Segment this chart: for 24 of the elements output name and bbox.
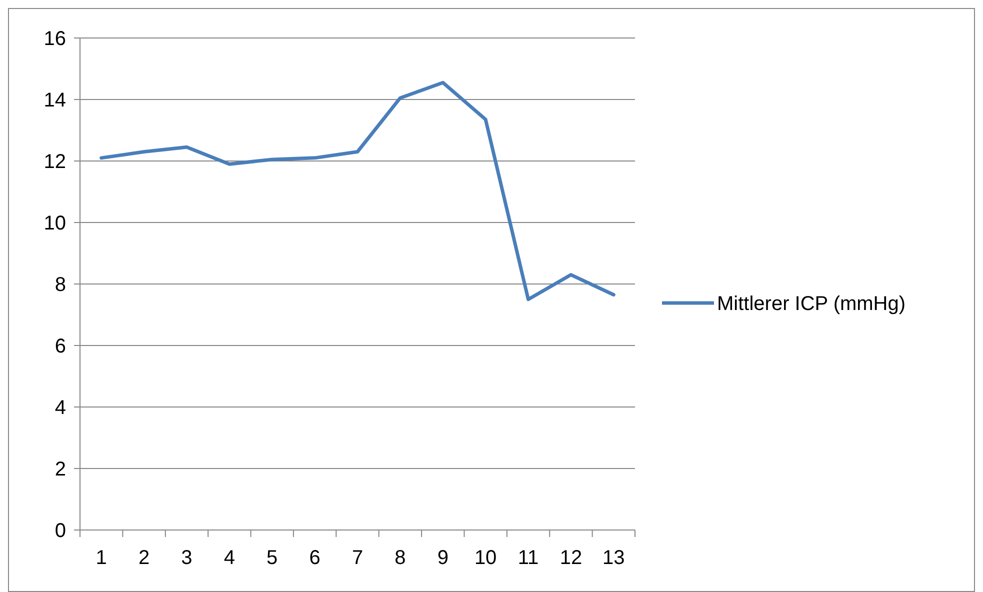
x-tick-label: 4 bbox=[224, 547, 235, 569]
x-tick-label: 1 bbox=[96, 547, 107, 569]
x-tick-label: 5 bbox=[266, 547, 278, 569]
y-tick-label: 16 bbox=[44, 28, 66, 50]
x-tick-label: 3 bbox=[181, 547, 192, 569]
x-tick-label: 8 bbox=[394, 547, 406, 569]
y-tick-label: 0 bbox=[54, 520, 66, 542]
y-tick-label: 12 bbox=[44, 151, 66, 173]
x-tick-label: 2 bbox=[138, 547, 150, 569]
x-tick-label: 13 bbox=[602, 547, 625, 569]
x-tick-label: 9 bbox=[437, 547, 448, 569]
y-tick-label: 14 bbox=[44, 90, 66, 112]
y-tick-label: 4 bbox=[54, 397, 66, 419]
line-series bbox=[100, 80, 616, 302]
y-tick-label: 2 bbox=[54, 458, 66, 480]
x-tick-label: 6 bbox=[309, 547, 320, 569]
x-tick-label: 12 bbox=[560, 547, 582, 569]
x-tick-label: 11 bbox=[518, 547, 539, 569]
y-tick-label: 8 bbox=[54, 274, 66, 296]
legend-label: Mittlerer ICP (mmHg) bbox=[717, 293, 906, 315]
x-tick-label: 7 bbox=[352, 547, 364, 569]
y-tick-label: 10 bbox=[44, 212, 66, 234]
y-tick-label: 6 bbox=[54, 336, 66, 358]
x-tick-label: 10 bbox=[474, 547, 497, 569]
